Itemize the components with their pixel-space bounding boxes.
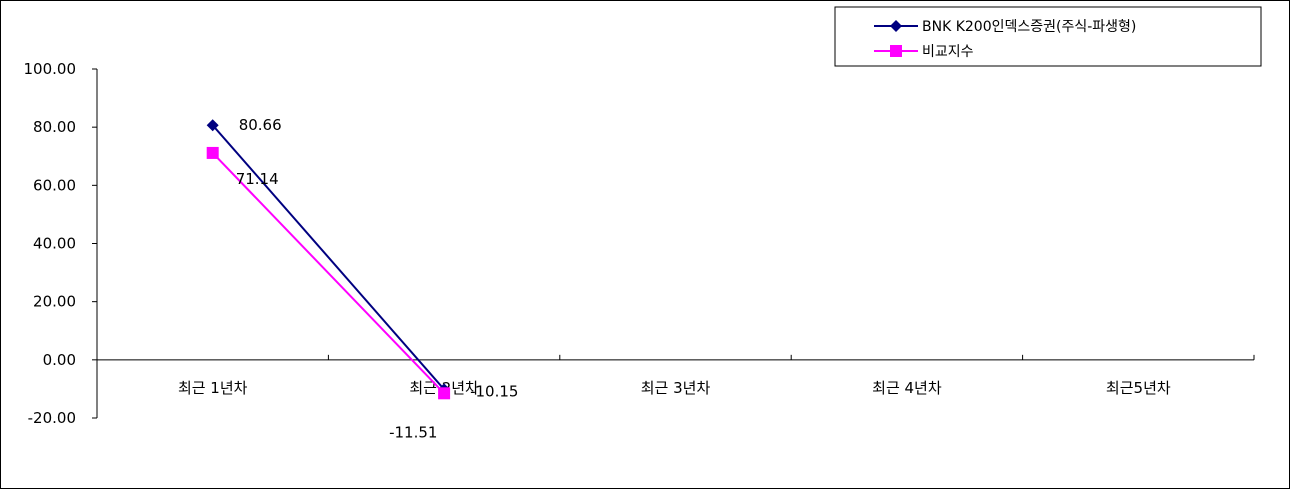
- series-line-2: [211, 152, 445, 395]
- y-tick-label: -20.00: [28, 409, 76, 427]
- y-tick-label: 0.00: [43, 351, 76, 369]
- legend-marker-square: [890, 45, 902, 57]
- x-tick-label: 최근 3년차: [641, 379, 711, 397]
- x-tick-label: 최근 4년차: [872, 379, 942, 397]
- y-tick-label: 80.00: [33, 118, 76, 136]
- x-tick-label: 최근 1년차: [178, 379, 248, 397]
- data-point-square: [206, 146, 219, 159]
- y-tick-label: 40.00: [33, 235, 76, 253]
- legend: BNK K200인덱스증권(주식-파생형) 비교지수: [834, 6, 1262, 67]
- data-label: 80.66: [239, 116, 282, 134]
- y-tick-label: 100.00: [24, 60, 77, 78]
- legend-marker-diamond: [890, 20, 902, 32]
- data-label: -11.51: [389, 423, 437, 441]
- y-tick-label: 20.00: [33, 293, 76, 311]
- x-tick-label: 최근5년차: [1106, 379, 1171, 397]
- data-label: 71.14: [236, 170, 279, 188]
- data-point-square: [438, 387, 451, 400]
- legend-label: BNK K200인덱스증권(주식-파생형): [922, 19, 1136, 35]
- legend-label: 비교지수: [922, 44, 974, 60]
- legend-box: [834, 6, 1262, 67]
- data-point-diamond: [206, 119, 219, 132]
- data-label: -10.15: [470, 382, 518, 400]
- y-tick-label: 60.00: [33, 176, 76, 194]
- series-line-1: [211, 124, 445, 391]
